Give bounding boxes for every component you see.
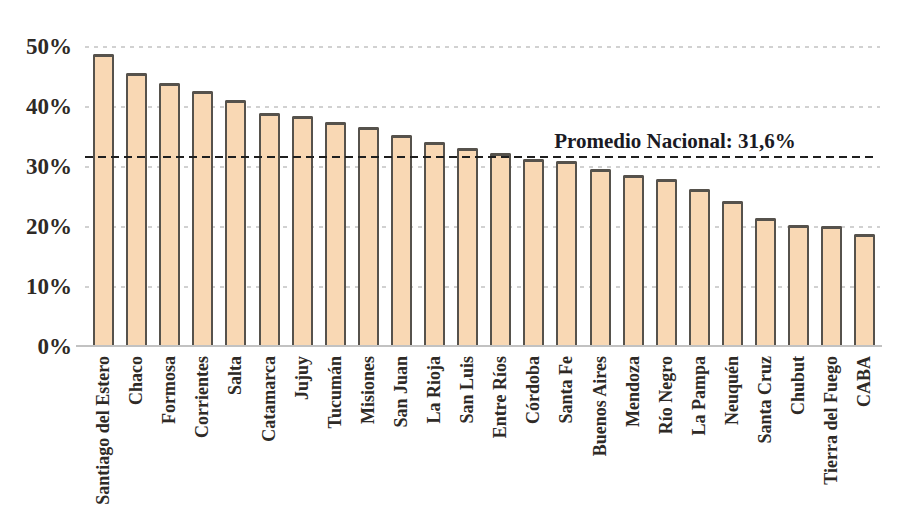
bar-salta [225, 100, 246, 347]
x-tick-label-misiones: Misiones [358, 356, 379, 507]
x-tick-label-san-juan: San Juan [391, 356, 412, 507]
bar-tierra-del-fuego [821, 226, 842, 347]
bar-san-juan [391, 135, 412, 347]
x-tick-label-chaco: Chaco [126, 356, 147, 507]
x-tick-label-salta: Salta [225, 356, 246, 507]
bar-catamarca [259, 113, 280, 347]
national-average-line [85, 156, 878, 158]
bar-caba [854, 234, 875, 347]
bar-río-negro [656, 179, 677, 347]
bar-entre-ríos [490, 153, 511, 347]
y-tick-label: 30% [0, 153, 72, 181]
bar-chubut [788, 225, 809, 347]
x-tick-label-entre-ríos: Entre Ríos [490, 356, 511, 507]
bar-chart: Promedio Nacional: 31,6% 0% 10% 20% 30% 40% 5… [0, 0, 900, 507]
bar-santa-cruz [755, 218, 776, 347]
y-tick-label: 10% [0, 273, 72, 301]
x-tick-label-la-rioja: La Rioja [424, 356, 445, 507]
x-tick-label-jujuy: Jujuy [292, 356, 313, 507]
x-tick-label-santiago-del-estero: Santiago del Estero [93, 356, 114, 507]
bar-la-pampa [689, 189, 710, 347]
y-tick-label: 50% [0, 33, 72, 61]
bar-la-rioja [424, 142, 445, 347]
y-tick-label: 0% [0, 333, 72, 361]
x-axis-line [76, 345, 882, 347]
bar-santiago-del-estero [93, 54, 114, 347]
x-tick-label-tierra-del-fuego: Tierra del Fuego [821, 356, 842, 507]
x-tick-label-neuquén: Neuquén [722, 356, 743, 507]
bar-chaco [126, 73, 147, 347]
x-tick-label-chubut: Chubut [788, 356, 809, 507]
x-tick-label-catamarca: Catamarca [259, 356, 280, 507]
bar-misiones [358, 127, 379, 347]
x-tick-label-córdoba: Córdoba [523, 356, 544, 507]
bar-corrientes [192, 91, 213, 347]
bar-buenos-aires [590, 169, 611, 347]
bar-neuquén [722, 201, 743, 347]
x-tick-label-corrientes: Corrientes [192, 356, 213, 507]
national-average-label: Promedio Nacional: 31,6% [520, 129, 830, 154]
x-tick-label-formosa: Formosa [159, 356, 180, 507]
x-tick-label-río-negro: Río Negro [656, 356, 677, 507]
bar-jujuy [292, 116, 313, 347]
y-tick-label: 20% [0, 213, 72, 241]
x-tick-label-buenos-aires: Buenos Aires [590, 356, 611, 507]
plot-area [85, 47, 880, 347]
gridline-50 [85, 46, 880, 48]
x-tick-label-santa-fe: Santa Fe [556, 356, 577, 507]
x-tick-label-caba: CABA [854, 356, 875, 507]
x-tick-label-tucumán: Tucumán [325, 356, 346, 507]
bar-mendoza [623, 175, 644, 347]
x-tick-label-mendoza: Mendoza [623, 356, 644, 507]
bar-formosa [159, 83, 180, 347]
bar-córdoba [523, 159, 544, 347]
y-tick-label: 40% [0, 93, 72, 121]
x-tick-label-san-luis: San Luis [457, 356, 478, 507]
bar-santa-fe [556, 161, 577, 347]
bar-san-luis [457, 148, 478, 347]
x-tick-label-la-pampa: La Pampa [689, 356, 710, 507]
x-tick-label-santa-cruz: Santa Cruz [755, 356, 776, 507]
